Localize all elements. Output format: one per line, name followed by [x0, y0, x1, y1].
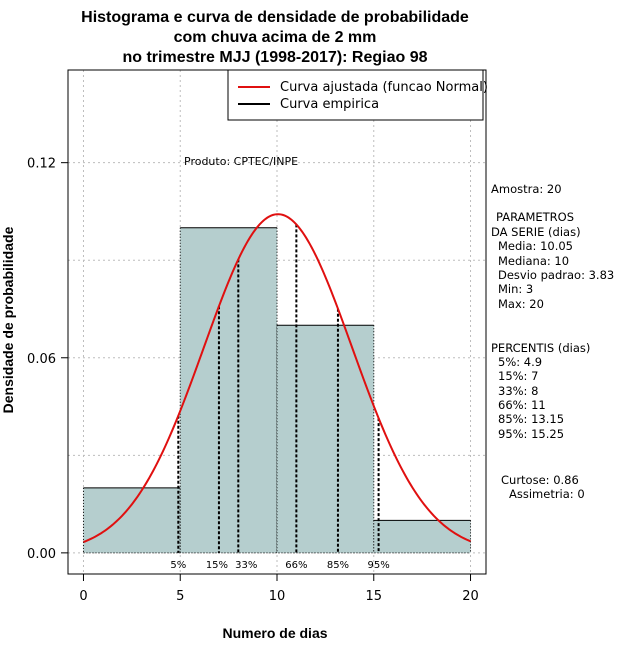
x-axis-label: Numero de dias	[222, 625, 327, 641]
x-tick-label: 20	[462, 589, 479, 604]
product-annotation: Produto: CPTEC/INPE	[184, 155, 298, 168]
stat-percentis-heading: PERCENTIS (dias)	[491, 341, 590, 355]
percentile-label: 85%	[327, 560, 349, 571]
stat-p33: 33%: 8	[498, 384, 538, 398]
stat-mediana: Mediana: 10	[498, 254, 569, 268]
stat-amostra: Amostra: 20	[491, 182, 562, 196]
x-tick-label: 15	[365, 589, 382, 604]
x-tick-label: 5	[176, 589, 184, 604]
stat-min: Min: 3	[498, 282, 533, 296]
stat-p95: 95%: 15.25	[498, 427, 564, 441]
histogram-bar	[180, 227, 277, 553]
stat-parametros-subheading: DA SERIE (dias)	[491, 225, 581, 239]
stat-p15: 15%: 7	[498, 369, 538, 383]
stat-p85: 85%: 13.15	[498, 412, 564, 426]
stat-p66: 66%: 11	[498, 398, 546, 412]
stat-p5: 5%: 4.9	[498, 355, 542, 369]
y-axis-label: Densidade de probabilidade	[0, 226, 16, 413]
x-tick-label: 10	[269, 589, 286, 604]
stat-parametros-heading: PARAMETROS	[496, 210, 574, 224]
histogram-bars	[82, 227, 472, 554]
legend-entry-fitted: Curva ajustada (funcao Normal)	[280, 80, 488, 95]
histogram-bar	[373, 520, 471, 553]
percentile-label: 95%	[367, 560, 389, 571]
y-tick-label: 0.00	[27, 547, 56, 562]
legend-box	[227, 69, 484, 121]
stat-media: Media: 10.05	[498, 239, 573, 253]
y-tick-label: 0.06	[27, 352, 56, 367]
chart-title-line-3: no trimestre MJJ (1998-2017): Regiao 98	[122, 49, 427, 66]
normal-curve	[83, 213, 471, 543]
percentile-lines: 5% 15% 33% 66% 85% 95%	[170, 224, 390, 571]
legend-entry-empirical: Curva empirica	[280, 97, 379, 112]
percentile-label: 5%	[170, 560, 186, 571]
y-tick-label: 0.12	[27, 157, 56, 172]
stat-curtose: Curtose: 0.86	[501, 473, 579, 487]
histogram-bar	[83, 487, 181, 553]
series-statistics: Amostra: 20 PARAMETROS DA SERIE (dias) M…	[491, 182, 614, 501]
percentile-label: 15%	[206, 560, 228, 571]
percentile-label: 33%	[235, 560, 257, 571]
histogram-bar	[277, 325, 374, 553]
axes: 0 5 10 15 20 0.00 0.06 0.12	[27, 157, 479, 604]
chart-title-line-1: Histograma e curva de densidade de proba…	[81, 9, 469, 26]
percentile-label: 66%	[285, 560, 307, 571]
stat-desvio: Desvio padrao: 3.83	[498, 268, 614, 282]
stat-assimetria: Assimetria: 0	[509, 487, 585, 501]
stat-max: Max: 20	[498, 297, 544, 311]
x-tick-label: 0	[79, 589, 87, 604]
legend: Curva ajustada (funcao Normal) Curva emp…	[227, 69, 488, 121]
chart-title-line-2: com chuva acima de 2 mm	[174, 29, 377, 46]
